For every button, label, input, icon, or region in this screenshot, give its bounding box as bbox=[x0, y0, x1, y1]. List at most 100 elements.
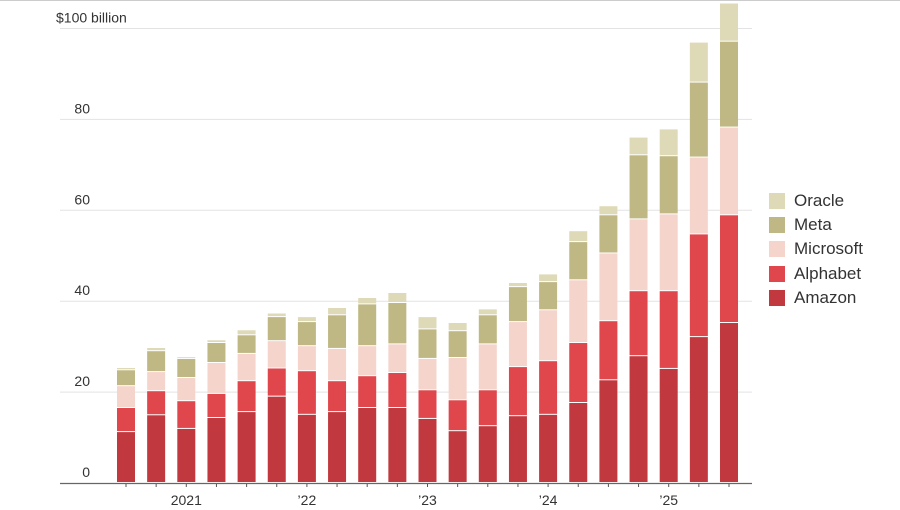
bar-segment-alphabet bbox=[569, 343, 588, 403]
bar-segment-microsoft bbox=[569, 280, 588, 343]
bar-segment-alphabet bbox=[599, 321, 618, 380]
bar-segment-oracle bbox=[599, 206, 618, 215]
bar-segment-microsoft bbox=[539, 310, 558, 361]
legend-label: Microsoft bbox=[794, 239, 863, 259]
bar-segment-alphabet bbox=[418, 390, 437, 418]
bar-segment-oracle bbox=[448, 323, 467, 331]
bar-segment-amazon bbox=[448, 431, 467, 482]
bar-segment-oracle bbox=[177, 357, 196, 358]
bar-segment-oracle bbox=[629, 137, 648, 155]
bar-segment-amazon bbox=[539, 414, 558, 482]
bar-segment-oracle bbox=[418, 317, 437, 329]
bar-segment-meta bbox=[297, 322, 316, 346]
bar-segment-amazon bbox=[418, 418, 437, 482]
bar-segment-meta bbox=[388, 303, 407, 344]
bar-segment-amazon bbox=[388, 408, 407, 482]
bar-segment-alphabet bbox=[267, 368, 286, 396]
bar-segment-meta bbox=[267, 317, 286, 341]
bar-segment-amazon bbox=[508, 416, 527, 482]
bar-segment-alphabet bbox=[147, 391, 166, 415]
bar-segment-oracle bbox=[720, 3, 738, 41]
bar-segment-microsoft bbox=[448, 358, 467, 400]
bar-segment-microsoft bbox=[720, 127, 738, 215]
bar-segment-oracle bbox=[237, 330, 256, 335]
bar-segment-microsoft bbox=[358, 346, 377, 376]
bar-segment-alphabet bbox=[659, 291, 678, 368]
bar-segment-microsoft bbox=[297, 346, 316, 371]
bar-segment-oracle bbox=[117, 368, 135, 370]
bar-segment-meta bbox=[508, 287, 527, 322]
bar-segment-alphabet bbox=[207, 393, 226, 418]
bar-segment-alphabet bbox=[629, 291, 648, 356]
bar-segment-meta bbox=[599, 215, 618, 253]
bar-segment-amazon bbox=[147, 415, 166, 482]
bar-segment-alphabet bbox=[448, 400, 467, 431]
bar-segment-microsoft bbox=[207, 363, 226, 393]
bar-segment-microsoft bbox=[659, 214, 678, 291]
bar-segment-amazon bbox=[328, 412, 347, 482]
bar-segment-oracle bbox=[388, 293, 407, 303]
bar-segment-microsoft bbox=[147, 372, 166, 391]
bar-segment-amazon bbox=[237, 412, 256, 482]
bar-segment-meta bbox=[720, 41, 738, 127]
bar-segment-alphabet bbox=[297, 371, 316, 414]
bar-segment-amazon bbox=[629, 356, 648, 482]
bar-segment-microsoft bbox=[237, 353, 256, 381]
y-tick-label: $100 billion bbox=[56, 10, 127, 26]
bar-segment-oracle bbox=[297, 317, 316, 322]
bar-segment-amazon bbox=[478, 426, 497, 482]
legend-item-meta: Meta bbox=[769, 213, 863, 237]
bar-segment-amazon bbox=[267, 396, 286, 482]
legend-swatch bbox=[769, 289, 785, 306]
legend-item-alphabet: Alphabet bbox=[769, 262, 863, 286]
legend-swatch bbox=[769, 241, 785, 258]
bar-segment-alphabet bbox=[478, 390, 497, 426]
bar-segment-amazon bbox=[659, 368, 678, 482]
bar-segment-meta bbox=[147, 351, 166, 372]
legend-label: Meta bbox=[794, 215, 832, 235]
bar-segment-meta bbox=[478, 315, 497, 344]
bar-segment-meta bbox=[177, 358, 196, 378]
bar-segment-amazon bbox=[599, 380, 618, 482]
bar-segment-alphabet bbox=[689, 234, 708, 337]
bar-segment-alphabet bbox=[328, 381, 347, 412]
bar-segment-microsoft bbox=[267, 341, 286, 368]
x-tick-label: ’24 bbox=[539, 492, 558, 508]
bar-segment-meta bbox=[358, 304, 377, 346]
bar-segment-microsoft bbox=[478, 344, 497, 390]
bar-segment-amazon bbox=[177, 428, 196, 482]
bar-segment-oracle bbox=[478, 309, 497, 315]
bar-segment-alphabet bbox=[117, 408, 135, 432]
bar-segment-alphabet bbox=[237, 381, 256, 412]
bar-segment-amazon bbox=[207, 418, 226, 482]
bar-segment-amazon bbox=[297, 414, 316, 482]
bar-segment-meta bbox=[418, 329, 437, 358]
bar-segment-oracle bbox=[508, 283, 527, 287]
x-tick-label: ’22 bbox=[298, 492, 317, 508]
bar-segment-microsoft bbox=[388, 344, 407, 373]
bar-segment-alphabet bbox=[177, 401, 196, 428]
x-tick-label: ’23 bbox=[418, 492, 437, 508]
y-tick-label: 80 bbox=[74, 100, 90, 116]
bar-segment-meta bbox=[689, 82, 708, 157]
bar-segment-oracle bbox=[267, 313, 286, 317]
bar-segment-amazon bbox=[720, 323, 738, 482]
bar-segment-oracle bbox=[539, 274, 558, 282]
legend-item-oracle: Oracle bbox=[769, 189, 863, 213]
legend-item-amazon: Amazon bbox=[769, 286, 863, 310]
y-tick-label: 40 bbox=[74, 282, 90, 298]
bar-segment-meta bbox=[328, 315, 347, 348]
y-tick-label: 0 bbox=[82, 464, 90, 480]
y-tick-label: 60 bbox=[74, 191, 90, 207]
bar-segment-microsoft bbox=[689, 157, 708, 234]
bar-segment-microsoft bbox=[629, 219, 648, 291]
bar-segment-microsoft bbox=[508, 322, 527, 367]
legend-swatch bbox=[769, 193, 785, 210]
bar-segment-oracle bbox=[569, 231, 588, 242]
x-tick-label: 2021 bbox=[171, 492, 202, 508]
bar-segment-microsoft bbox=[328, 348, 347, 381]
legend-label: Oracle bbox=[794, 191, 845, 211]
bar-segment-microsoft bbox=[418, 358, 437, 390]
bar-segment-meta bbox=[539, 282, 558, 310]
